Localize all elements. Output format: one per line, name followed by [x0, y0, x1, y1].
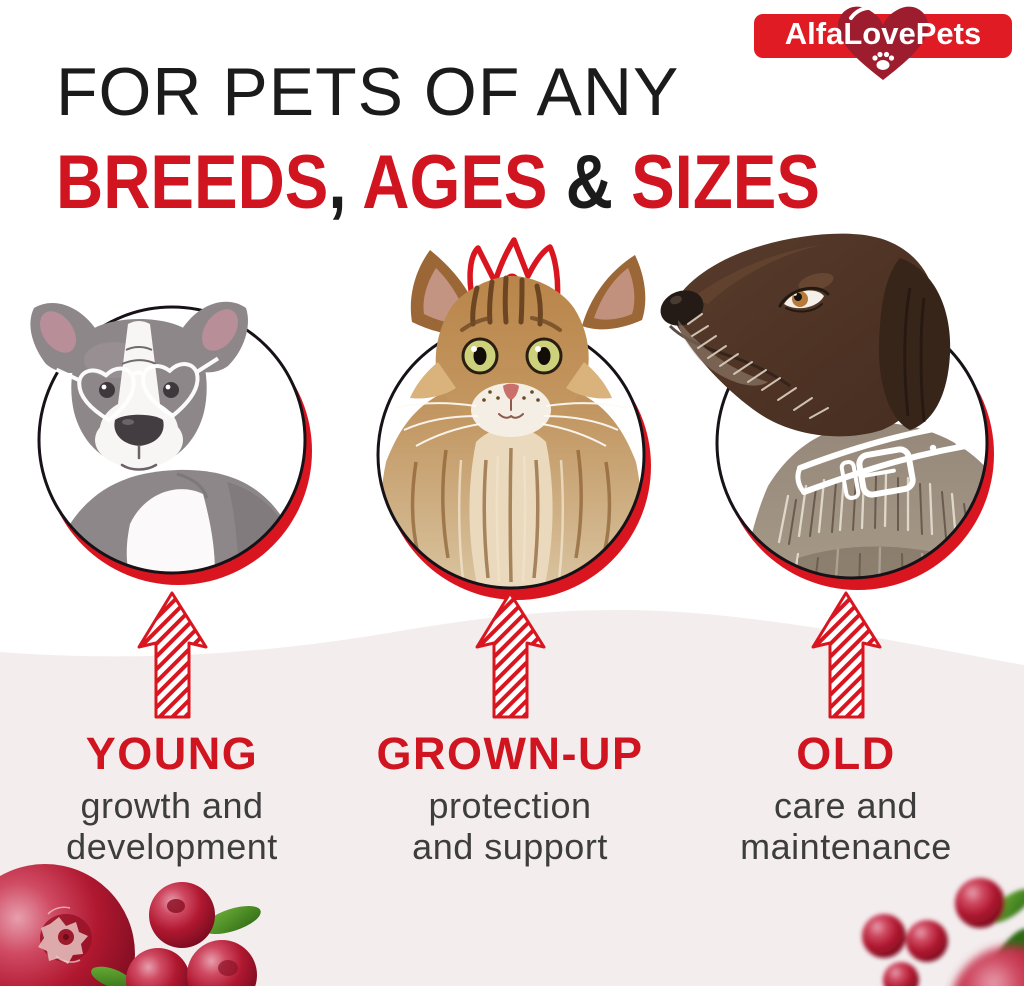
sketch-up-arrow-icon [475, 591, 546, 719]
circle-photo-puppy [27, 286, 317, 596]
age-description: growth and development [66, 785, 278, 867]
cat-eyes [461, 337, 563, 375]
age-label: GROWN-UP [376, 728, 644, 779]
cat-head [395, 250, 646, 447]
cranberry-large [0, 864, 135, 986]
collar-doodle-icon [795, 415, 987, 500]
cranberry-corner-blurred [954, 946, 1024, 986]
paw-icon [872, 51, 895, 70]
logo-name: AlfaLovePets [784, 16, 982, 51]
sketch-up-arrow-icon [137, 591, 208, 719]
cranberries-decoration [0, 864, 1024, 986]
age-label: YOUNG [85, 728, 259, 779]
whiskers [395, 402, 627, 447]
section-old: OLD care and maintenance [676, 731, 1016, 867]
headline-line1: FOR PETS OF ANY [56, 53, 680, 130]
cranberry-cluster [91, 882, 261, 986]
headline-ampersand: & [565, 140, 613, 226]
sketch-up-arrow-icon [811, 591, 882, 719]
headline-word-sizes: SIZES [631, 140, 820, 226]
cat-body [380, 377, 642, 588]
age-label: OLD [796, 728, 896, 779]
dog-head [660, 233, 951, 437]
circle-photo-cat [356, 210, 666, 600]
heart-with-paw-icon [838, 5, 928, 80]
section-grown-up: GROWN-UP protection and support [340, 731, 680, 867]
cranberries-blurred [862, 878, 1024, 986]
headline-line2: BREEDS, AGES & SIZES [56, 145, 820, 221]
age-description: care and maintenance [740, 785, 952, 867]
brand-logo: AlfaLovePets [748, 0, 1024, 92]
age-description: protection and support [412, 785, 608, 867]
heart-glasses-doodle-icon [55, 356, 220, 423]
headline-word-breeds: BREEDS [56, 140, 329, 226]
grizzled-muzzle [687, 313, 829, 419]
headline-comma: , [328, 140, 347, 226]
circle-photo-dog [648, 224, 1022, 598]
puppy-head [30, 301, 248, 471]
headline-word-ages: AGES [362, 140, 548, 226]
section-young: YOUNG growth and development [2, 731, 342, 867]
